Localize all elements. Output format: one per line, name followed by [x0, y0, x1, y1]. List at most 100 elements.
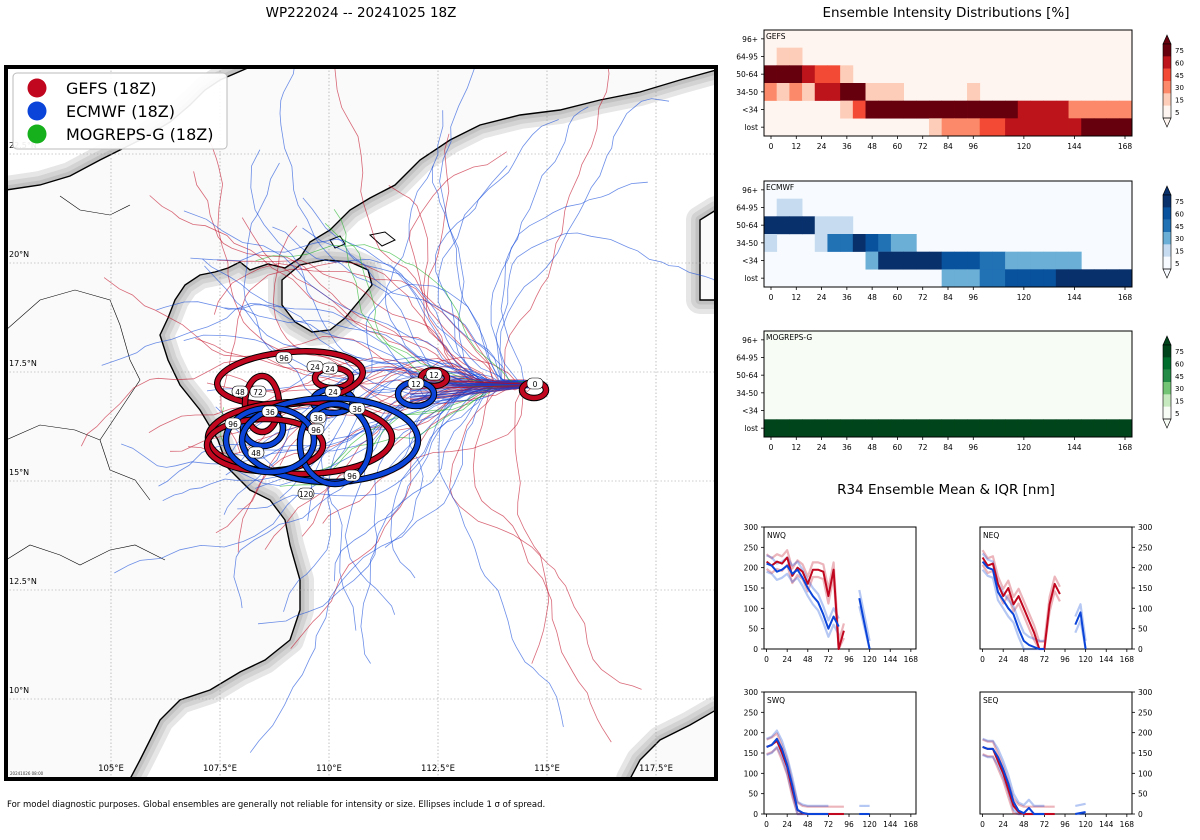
heatmap-cell	[789, 419, 803, 438]
r34-xtick-label: 96	[844, 820, 854, 829]
r34-xtick-label: 120	[1078, 820, 1093, 829]
heatmap-cell	[903, 234, 917, 252]
hour-label: 72	[253, 388, 263, 397]
heatmap-cell	[967, 251, 981, 270]
heatmap-panel-gefs: GEFS 96+ 64-95 50-64 34-50 <34 lost 0 12 24 36 48 60…	[736, 29, 1184, 151]
heatmap-cell	[1030, 118, 1044, 137]
hour-label-box	[324, 385, 342, 398]
heatmap-cell	[967, 118, 981, 137]
ensemble-member-track	[499, 98, 670, 386]
lat-label: 20°N	[9, 250, 29, 259]
heatmap-cell	[1043, 419, 1057, 438]
heatmap-cell	[814, 65, 828, 84]
heatmap-cell	[1030, 251, 1044, 270]
ensemble-member-track	[472, 384, 612, 743]
heatmap-cell	[852, 234, 866, 252]
r34-ytick-label: 100	[1138, 604, 1153, 613]
hour-label: 48	[251, 449, 261, 458]
heatmap-cell	[967, 269, 981, 288]
hour-label: 12	[429, 371, 439, 380]
r34-ytick-label: 0	[1138, 645, 1143, 654]
heatmap-row-label: 50-64	[736, 221, 758, 230]
heatmap-cell	[1119, 118, 1133, 137]
heatmap-cell	[941, 419, 955, 438]
colorbar-tick-label: 60	[1175, 60, 1184, 68]
heatmap-cell	[992, 100, 1006, 119]
r34-xtick-label: 72	[824, 820, 834, 829]
heatmap-cell	[1005, 251, 1019, 270]
colorbar-segment	[1163, 406, 1171, 420]
r34-frame	[979, 691, 1133, 815]
hour-label: 24	[328, 388, 338, 397]
heatmap-cell	[878, 251, 892, 270]
r34-ytick-label: 150	[744, 584, 759, 593]
heatmap-cell	[1093, 118, 1108, 137]
heatmap-cell	[802, 65, 816, 84]
ensemble-member-track	[334, 67, 549, 386]
heatmap-xtick-label: 0	[769, 142, 774, 151]
heatmap-xtick-label: 144	[1067, 443, 1082, 452]
heatmap-cell	[941, 269, 955, 288]
colorbar-tick-label: 15	[1175, 248, 1184, 256]
heatmap-xtick-label: 96	[969, 293, 979, 302]
heatmap-cell	[928, 251, 943, 270]
r34-ytick-label: 150	[744, 749, 759, 758]
heatmap-cell	[827, 216, 841, 235]
r34-panel-neq: NEQ 0 50 100 150 200 250 300 0 24 48 72 96 120 144 168	[979, 523, 1153, 664]
legend-marker	[27, 124, 47, 144]
r34-quadrant-label: NEQ	[983, 531, 999, 540]
colorbar-tick-label: 30	[1175, 385, 1184, 393]
r34-xtick-label: 48	[803, 655, 813, 664]
heatmap-cell	[878, 419, 892, 438]
hour-label: 96	[347, 472, 357, 481]
heatmap-cell	[916, 419, 930, 438]
heatmap-cell	[802, 83, 816, 101]
map-stamp: 20241026 08:00	[10, 771, 44, 776]
r34-ytick-label: 50	[748, 790, 758, 799]
hour-label-box	[261, 405, 279, 418]
hour-label: 96	[311, 426, 321, 435]
r34-ytick-label: 250	[1138, 543, 1153, 552]
r34-ytick-label: 100	[744, 604, 759, 613]
heatmap-cell	[1081, 118, 1095, 137]
r34-gefs-iqr	[766, 732, 844, 808]
heatmap-cell	[814, 216, 828, 235]
colorbar-frame	[1162, 194, 1172, 270]
heatmap-cell	[1043, 100, 1057, 119]
country-border	[59, 195, 131, 216]
heatmap-cell	[941, 100, 955, 119]
heatmap-cell	[1055, 269, 1069, 288]
heatmap-cell	[776, 216, 790, 235]
heatmap-xtick-label: 120	[1017, 443, 1032, 452]
heatmap-cell	[827, 419, 841, 438]
r34-xtick-label: 120	[862, 820, 877, 829]
heatmap-cell	[954, 419, 968, 438]
r34-ytick-label: 250	[1138, 708, 1153, 717]
r34-quadrant-label: SEQ	[983, 696, 998, 705]
legend-label: MOGREPS-G (18Z)	[66, 125, 213, 144]
heatmap-cell	[1093, 100, 1108, 119]
heatmap-cell	[1043, 251, 1057, 270]
heatmap-row-label: 96+	[742, 186, 758, 195]
colorbar-segment	[1163, 207, 1171, 220]
colorbar-frame	[1162, 43, 1172, 119]
heatmap-row-label: lost	[744, 424, 758, 433]
heatmap-xtick-label: 120	[1017, 142, 1032, 151]
r34-xtick-label: 72	[824, 655, 834, 664]
r34-panel-swq: SWQ 0 50 100 150 200 250 300 0 24 48 72 96 120 144 168	[744, 688, 919, 829]
heatmap-cell	[928, 118, 943, 137]
colorbar-tick-label: 30	[1175, 235, 1184, 243]
heatmap-row-label: 50-64	[736, 371, 758, 380]
hour-label: 36	[265, 408, 275, 417]
colorbar-extend-bottom	[1162, 418, 1172, 429]
heatmap-cell	[776, 83, 790, 101]
map-gridlines	[6, 67, 716, 779]
colorbar-tick-label: 15	[1175, 97, 1184, 105]
heatmap-cell	[865, 251, 879, 270]
heatmap-row-label: 96+	[742, 336, 758, 345]
heatmap-cell	[1119, 269, 1133, 288]
r34-frame	[763, 526, 917, 650]
land-taiwan	[699, 209, 716, 301]
r34-xtick-label: 120	[1078, 655, 1093, 664]
r34-ytick-label: 200	[744, 564, 759, 573]
